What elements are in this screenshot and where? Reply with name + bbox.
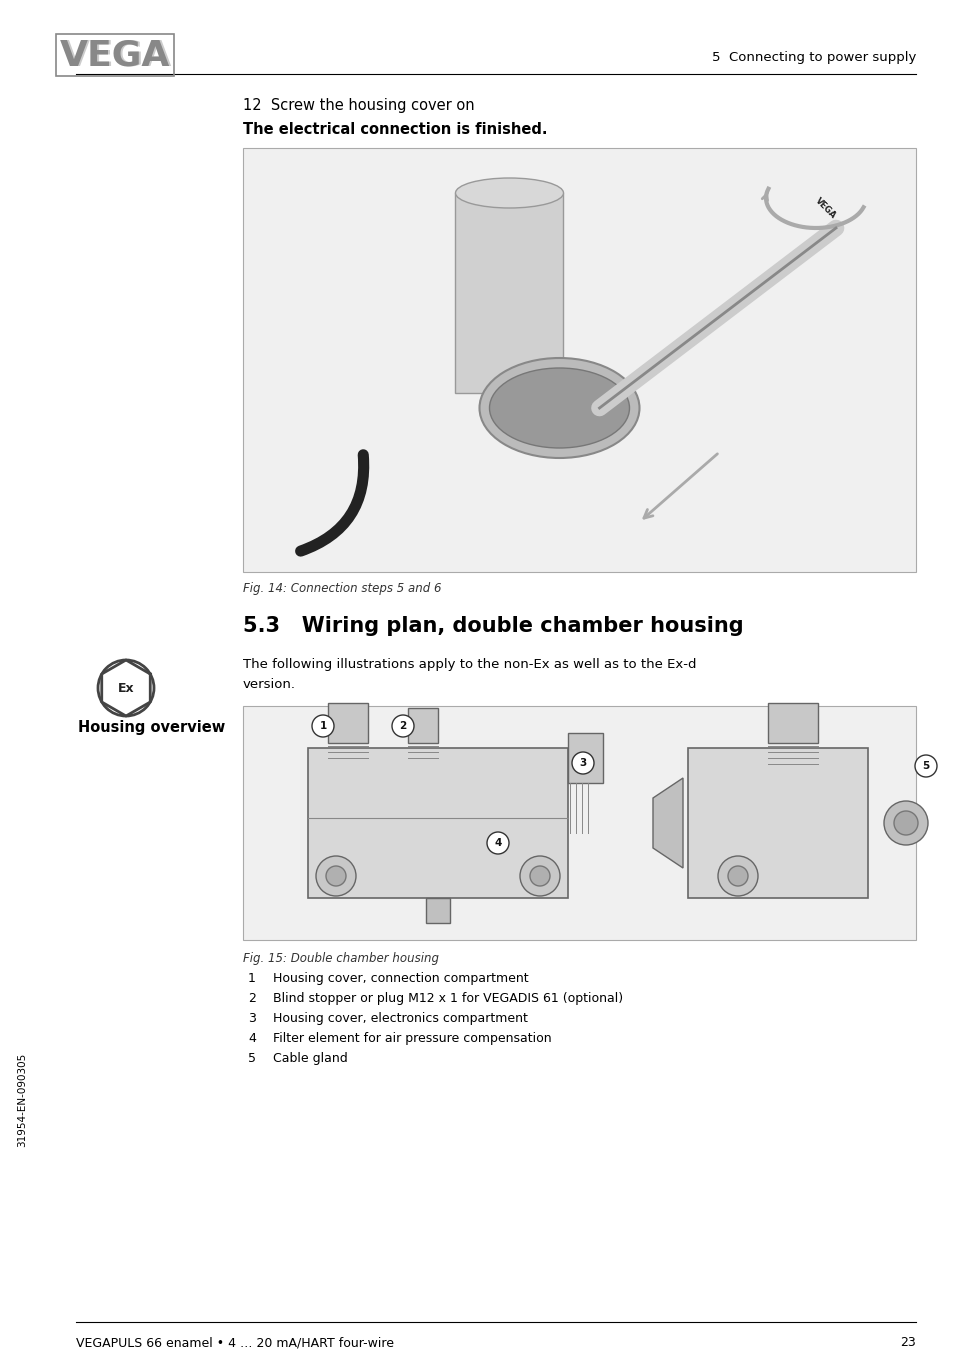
Text: The electrical connection is finished.: The electrical connection is finished. [243, 122, 547, 137]
Text: 1: 1 [319, 720, 326, 731]
Text: 3: 3 [248, 1011, 255, 1025]
Bar [243, 705, 915, 940]
FancyArrowPatch shape [300, 455, 363, 551]
Circle shape [914, 756, 936, 777]
Text: Housing overview: Housing overview [78, 720, 225, 735]
Text: 2: 2 [399, 720, 406, 731]
Text: Fig. 14: Connection steps 5 and 6: Fig. 14: Connection steps 5 and 6 [243, 582, 441, 594]
Ellipse shape [455, 177, 563, 209]
Circle shape [486, 831, 509, 854]
Circle shape [326, 867, 346, 886]
Circle shape [572, 751, 594, 774]
Bar [687, 747, 867, 898]
Circle shape [98, 659, 153, 716]
Text: VEGA: VEGA [62, 38, 172, 72]
Text: 4: 4 [248, 1032, 255, 1045]
Text: The following illustrations apply to the non-Ex as well as to the Ex-d: The following illustrations apply to the… [243, 658, 696, 672]
Ellipse shape [479, 357, 639, 458]
Circle shape [893, 811, 917, 835]
Text: Housing cover, electronics compartment: Housing cover, electronics compartment [273, 1011, 527, 1025]
Text: 12  Screw the housing cover on: 12 Screw the housing cover on [243, 97, 475, 112]
Text: VEGA: VEGA [60, 38, 171, 72]
Circle shape [315, 856, 355, 896]
Bar [308, 747, 567, 898]
Text: version.: version. [243, 678, 295, 691]
Circle shape [312, 715, 334, 737]
Circle shape [519, 856, 559, 896]
Bar [767, 703, 817, 743]
Bar [567, 733, 602, 783]
Text: VEGA: VEGA [813, 196, 838, 221]
Bar [455, 194, 563, 393]
Bar [408, 708, 437, 743]
Ellipse shape [489, 368, 629, 448]
Polygon shape [652, 779, 682, 868]
Circle shape [718, 856, 758, 896]
Text: Blind stopper or plug M12 x 1 for VEGADIS 61 (optional): Blind stopper or plug M12 x 1 for VEGADI… [273, 992, 622, 1005]
Text: Housing cover, connection compartment: Housing cover, connection compartment [273, 972, 528, 984]
Circle shape [392, 715, 414, 737]
Text: VEGAPULS 66 enamel • 4 … 20 mA/HART four-wire: VEGAPULS 66 enamel • 4 … 20 mA/HART four… [76, 1336, 394, 1349]
Text: 4: 4 [494, 838, 501, 848]
Bar [243, 148, 915, 571]
Text: 5: 5 [922, 761, 928, 770]
Text: 5.3   Wiring plan, double chamber housing: 5.3 Wiring plan, double chamber housing [243, 616, 742, 636]
Text: Fig. 15: Double chamber housing: Fig. 15: Double chamber housing [243, 952, 438, 965]
Text: Cable gland: Cable gland [273, 1052, 348, 1066]
Text: 5: 5 [248, 1052, 255, 1066]
Text: 5  Connecting to power supply: 5 Connecting to power supply [711, 51, 915, 65]
Bar [426, 898, 450, 923]
Text: Ex: Ex [117, 681, 134, 695]
Bar [328, 703, 368, 743]
Text: 31954-EN-090305: 31954-EN-090305 [17, 1053, 27, 1147]
Text: 1: 1 [248, 972, 255, 984]
Circle shape [883, 802, 927, 845]
Text: 23: 23 [900, 1336, 915, 1349]
Text: Filter element for air pressure compensation: Filter element for air pressure compensa… [273, 1032, 551, 1045]
Circle shape [727, 867, 747, 886]
Circle shape [530, 867, 550, 886]
Text: 2: 2 [248, 992, 255, 1005]
Text: 3: 3 [578, 758, 586, 768]
